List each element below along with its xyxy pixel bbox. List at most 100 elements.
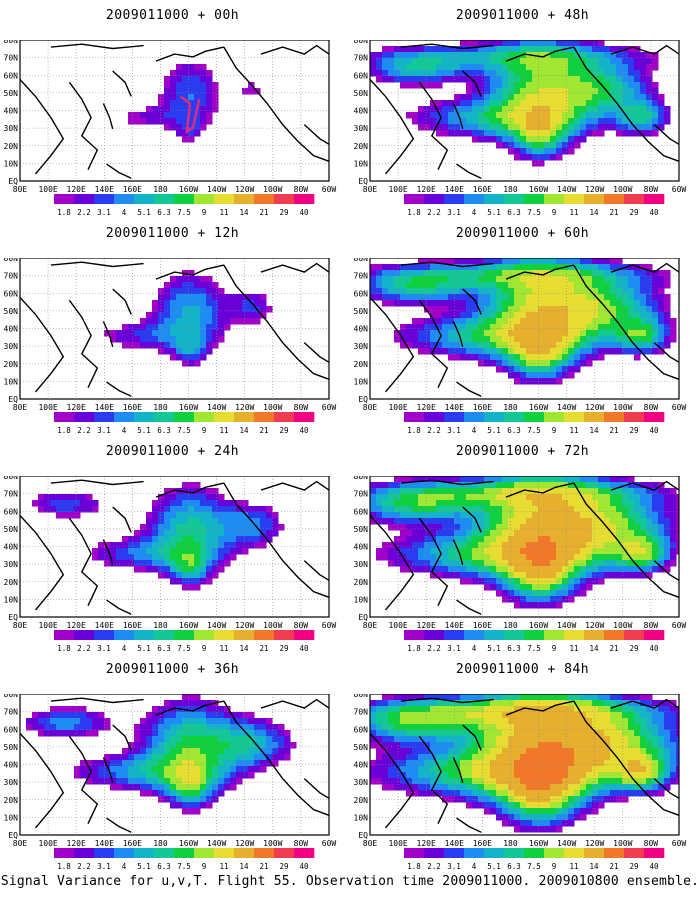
field-cell	[230, 748, 237, 755]
field-cell	[254, 760, 261, 767]
coastline	[102, 539, 114, 565]
field-cell	[140, 742, 147, 749]
lon-label: 100W	[263, 185, 282, 194]
field-cell	[182, 348, 189, 355]
field-cell	[424, 518, 431, 525]
field-cell	[478, 112, 485, 119]
field-cell	[616, 766, 623, 773]
field-cell	[586, 118, 593, 125]
field-cell	[502, 766, 509, 773]
field-cell	[622, 506, 629, 513]
field-cell	[526, 94, 533, 101]
field-cell	[128, 754, 135, 761]
field-cell	[284, 742, 291, 749]
field-cell	[382, 742, 389, 749]
field-cell	[550, 342, 557, 349]
field-cell	[212, 548, 219, 555]
field-cell	[514, 718, 521, 725]
field-cell	[568, 578, 575, 585]
field-cell	[544, 264, 551, 271]
field-cell	[412, 554, 419, 561]
field-cell	[182, 772, 189, 779]
field-cell	[466, 106, 473, 113]
legend-swatch	[194, 194, 215, 204]
field-cell	[652, 130, 659, 137]
field-cell	[580, 288, 587, 295]
field-cell	[538, 736, 545, 743]
field-cell	[490, 270, 497, 277]
field-cell	[580, 584, 587, 591]
field-cell	[418, 730, 425, 737]
field-cell	[188, 342, 195, 349]
field-cell	[134, 724, 141, 731]
field-cell	[272, 730, 279, 737]
field-cell	[466, 730, 473, 737]
field-cell	[418, 324, 425, 331]
field-cell	[562, 276, 569, 283]
field-cell	[406, 330, 413, 337]
field-cell	[550, 518, 557, 525]
legend-swatch	[294, 848, 315, 858]
field-cell	[580, 778, 587, 785]
field-cell	[242, 536, 249, 543]
lon-label: 100E	[38, 621, 57, 630]
field-cell	[454, 778, 461, 785]
field-cell	[224, 554, 231, 561]
field-cell	[616, 46, 623, 53]
field-cell	[418, 118, 425, 125]
field-cell	[622, 748, 629, 755]
field-cell	[212, 718, 219, 725]
field-cell	[544, 572, 551, 579]
lon-label: 80E	[13, 839, 28, 848]
field-cell	[388, 294, 395, 301]
field-cell	[658, 548, 665, 555]
field-cell	[526, 118, 533, 125]
field-cell	[188, 772, 195, 779]
field-cell	[194, 530, 201, 537]
field-cell	[188, 760, 195, 767]
field-cell	[164, 88, 171, 95]
field-cell	[640, 336, 647, 343]
field-cell	[586, 124, 593, 131]
coastline	[452, 321, 464, 347]
field-cell	[502, 82, 509, 89]
field-cell	[628, 124, 635, 131]
field-cell	[430, 778, 437, 785]
field-cell	[586, 512, 593, 519]
field-cell	[520, 76, 527, 83]
field-cell	[430, 712, 437, 719]
field-cell	[544, 258, 551, 265]
field-cell	[128, 118, 135, 125]
field-cell	[128, 772, 135, 779]
field-cell	[164, 718, 171, 725]
field-cell	[502, 270, 509, 277]
field-cell	[490, 772, 497, 779]
field-cell	[514, 136, 521, 143]
field-cell	[544, 730, 551, 737]
field-cell	[430, 494, 437, 501]
field-cell	[460, 766, 467, 773]
field-cell	[224, 306, 231, 313]
field-cell	[538, 142, 545, 149]
field-cell	[466, 264, 473, 271]
field-cell	[164, 118, 171, 125]
field-cell	[496, 506, 503, 513]
field-cell	[418, 506, 425, 513]
field-cell	[508, 94, 515, 101]
field-cell	[170, 82, 177, 89]
field-cell	[586, 572, 593, 579]
field-cell	[502, 64, 509, 71]
field-cell	[496, 118, 503, 125]
field-cell	[634, 64, 641, 71]
legend-label: 1.8	[407, 644, 421, 653]
field-cell	[436, 76, 443, 83]
field-cell	[146, 312, 153, 319]
field-cell	[170, 70, 177, 77]
field-cell	[382, 506, 389, 513]
field-cell	[478, 106, 485, 113]
field-cell	[206, 572, 213, 579]
field-cell	[586, 494, 593, 501]
field-cell	[146, 524, 153, 531]
field-cell	[454, 324, 461, 331]
field-cell	[442, 282, 449, 289]
